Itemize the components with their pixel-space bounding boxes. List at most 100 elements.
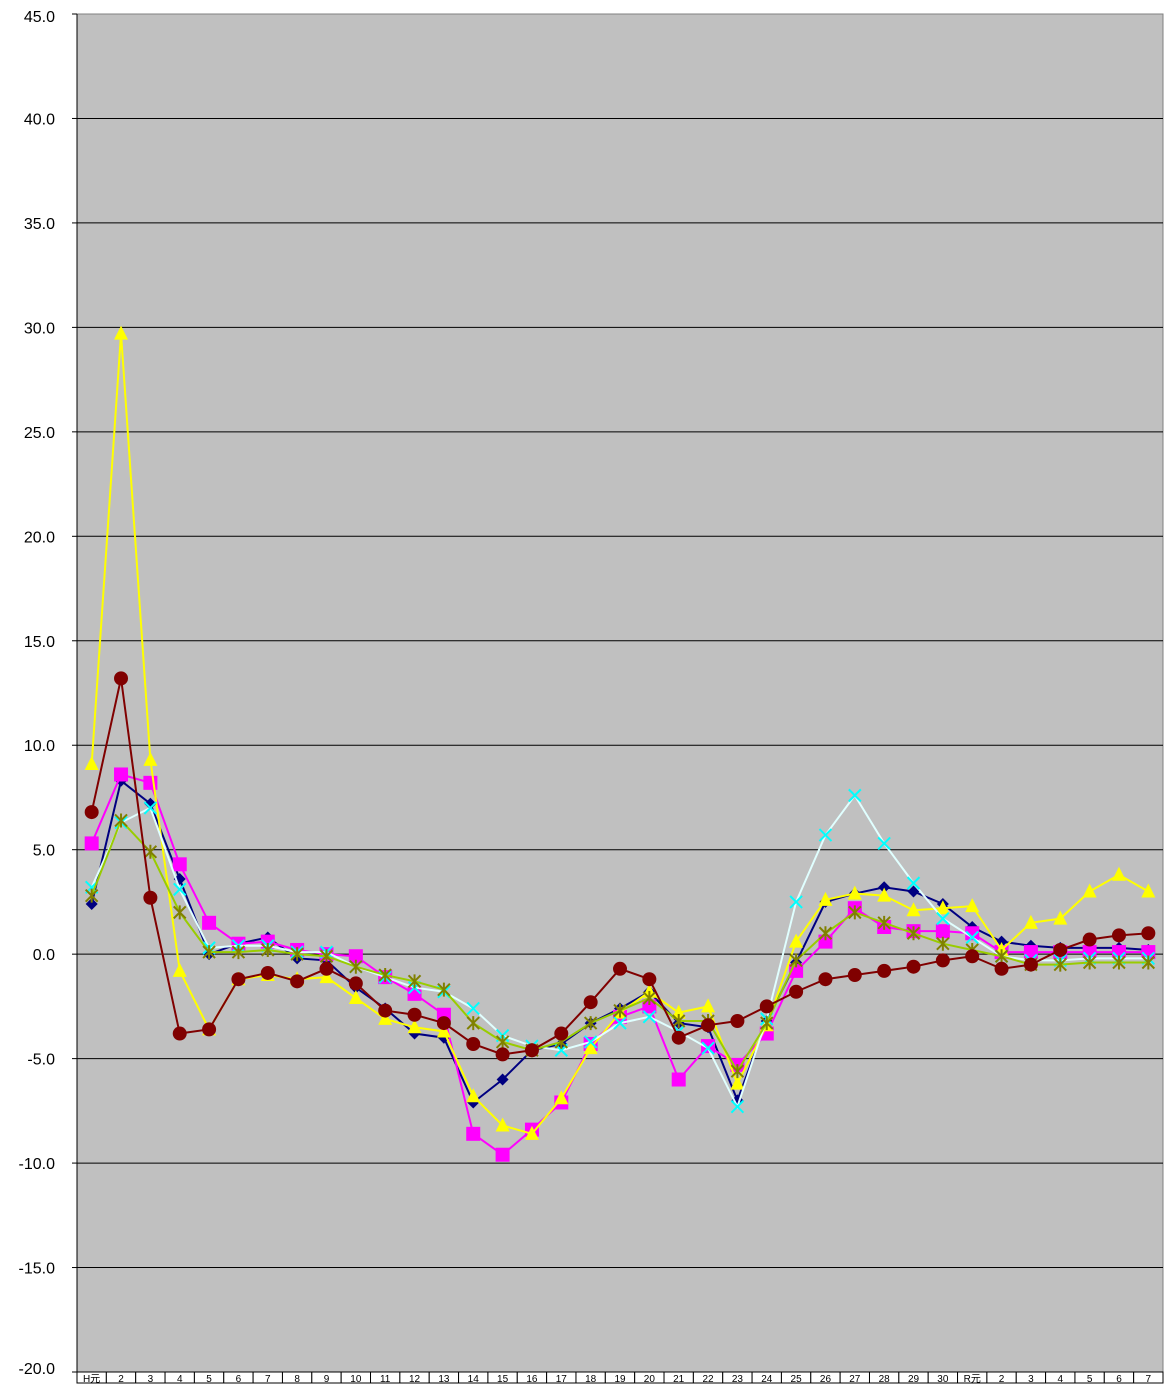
data-point [143,751,158,766]
x-tick-label: 10 [350,1374,362,1384]
data-point [760,1016,774,1031]
data-point [173,882,187,897]
x-tick-label: 5 [1087,1374,1093,1384]
data-point [407,1019,422,1034]
x-tick-label: 24 [761,1374,773,1384]
data-point [1082,932,1097,947]
data-point [349,959,363,974]
data-point [936,911,950,926]
data-point [877,887,892,902]
data-point [436,1023,451,1038]
data-point [906,926,921,941]
data-point [114,767,129,782]
data-point [114,671,129,686]
data-point [496,1073,509,1086]
data-point [319,961,334,976]
data-point [260,965,275,980]
data-point [877,915,891,930]
data-point [671,1030,686,1045]
data-point [613,1003,627,1018]
data-point [172,857,187,872]
x-tick-label: 16 [526,1374,538,1384]
data-point [1111,866,1126,881]
data-point [554,1026,569,1041]
data-point [1111,928,1126,943]
x-tick-label: 7 [265,1374,271,1384]
y-tick-label: 25.0 [24,425,55,442]
data-point [730,1064,745,1079]
x-tick-label: 4 [177,1374,183,1384]
data-point [935,900,950,915]
data-point [878,881,891,894]
data-point [642,1010,657,1024]
data-point [1141,955,1156,970]
data-point [84,888,99,903]
data-point [172,1026,187,1041]
y-tick-label: 0.0 [33,947,55,964]
data-point [261,942,275,957]
data-point [1082,883,1097,898]
data-point [114,325,129,340]
data-point [143,890,158,905]
data-point [524,1125,539,1140]
data-point [437,982,451,997]
data-point [290,974,305,989]
data-point [84,836,99,851]
data-point [1053,942,1068,957]
data-point [144,797,157,810]
data-point [818,926,833,941]
data-point [554,1090,569,1105]
x-tick-label: 20 [644,1374,656,1384]
data-point [701,1039,716,1054]
data-point [1112,955,1126,970]
x-tick-label: 14 [468,1374,480,1384]
x-tick-label: 8 [294,1374,300,1384]
data-point [965,949,980,964]
gridlines [77,117,1163,1269]
data-point [642,972,657,987]
x-tick-label: 17 [556,1374,568,1384]
data-point [495,1117,510,1132]
data-point [965,926,980,941]
y-tick-label: 35.0 [24,216,55,233]
data-point [84,805,99,820]
y-tick-label: 40.0 [24,111,55,128]
data-point [114,813,128,828]
y-tick-label: -10.0 [19,1156,56,1173]
data-point [994,949,1009,964]
x-tick-label: 22 [702,1374,714,1384]
data-point [290,947,304,962]
data-point [730,1075,745,1090]
data-point [671,1004,686,1019]
series-6 [84,671,1156,1062]
x-tick-cell [1133,1371,1164,1384]
x-tick-label: 28 [879,1374,891,1384]
data-point [466,1126,481,1141]
data-point [965,898,980,913]
data-point [583,1035,598,1049]
x-tick-label: 2 [999,1374,1005,1384]
data-point [84,756,99,771]
data-point [1141,883,1156,898]
x-tick-label: 23 [732,1374,744,1384]
data-point [789,933,804,948]
x-tick-label: H元 [83,1374,100,1384]
x-tick-label: 6 [236,1374,242,1384]
x-axis: H元 2 3 4 5 6 7 8 9 10 11 12 13 14 15 16 17 18 19 20 21 22 23 24… [76,1371,1164,1384]
data-point [1023,914,1038,929]
y-tick-label: 15.0 [24,634,55,651]
x-tick-label: R元 [964,1374,981,1384]
x-tick-label: 3 [148,1374,154,1384]
x-tick-label: 30 [937,1374,949,1384]
x-tick-label: 6 [1116,1374,1122,1384]
data-point [378,1010,393,1025]
x-tick-label: 15 [497,1374,509,1384]
data-point [789,895,803,909]
data-point [789,953,803,968]
y-tick-label: -15.0 [19,1261,56,1278]
data-point [936,936,950,951]
data-point [319,969,334,984]
data-point [407,974,422,989]
data-point [143,801,158,815]
data-point [994,961,1009,976]
